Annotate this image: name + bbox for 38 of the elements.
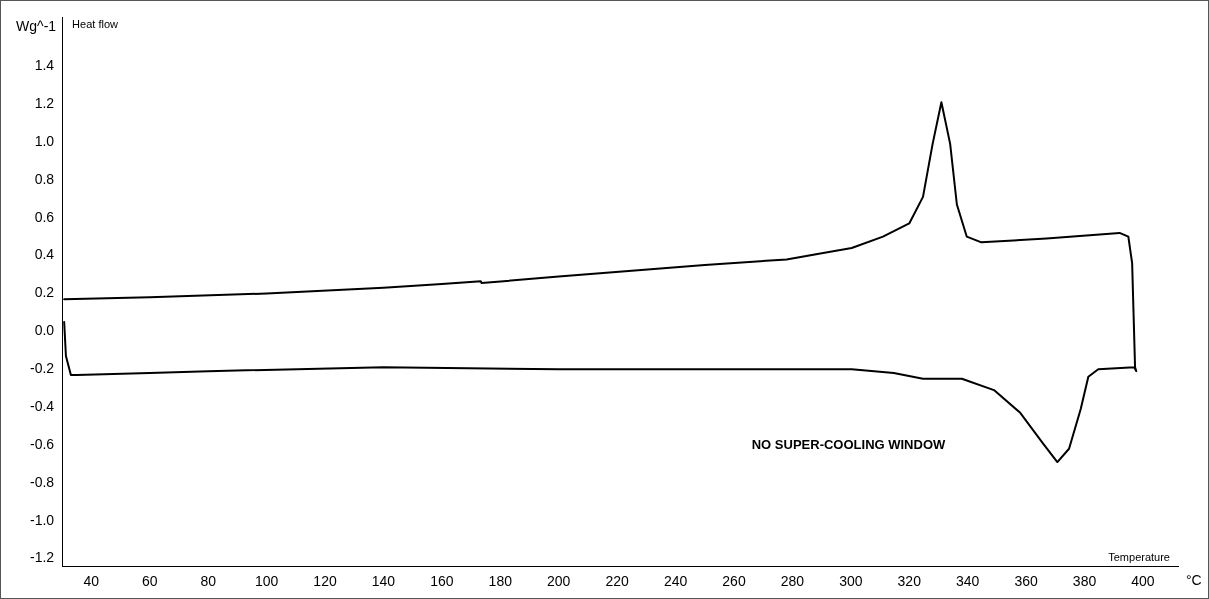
annotation: Heat flow — [72, 17, 119, 30]
x-tick-label: 200 — [547, 573, 571, 590]
x-tick-label: 220 — [605, 573, 630, 590]
x-tick-label: 360 — [1014, 573, 1038, 590]
x-tick-label: 100 — [254, 573, 279, 590]
y-tick-label: -0.8 — [30, 473, 55, 490]
y-tick-label: -0.4 — [30, 397, 55, 414]
y-tick-label: 0.2 — [34, 284, 55, 301]
x-tick-label: 160 — [430, 573, 454, 590]
y-tick-label: -1.2 — [30, 549, 55, 566]
y-tick-label: -0.6 — [30, 435, 55, 452]
x-tick-label: 60 — [141, 573, 158, 590]
x-tick-label: 120 — [313, 573, 337, 590]
y-tick-label: 0.6 — [34, 208, 55, 225]
x-tick-label: 40 — [83, 573, 100, 590]
x-tick-label: 340 — [956, 573, 980, 590]
x-tick-label: 320 — [897, 573, 922, 590]
x-tick-label: 140 — [371, 573, 396, 590]
x-tick-label: 260 — [722, 573, 746, 590]
y-tick-label: -0.2 — [30, 360, 55, 377]
y-axis-title: Wg^-1 — [16, 17, 57, 34]
annotation: NO SUPER-COOLING WINDOW — [751, 436, 947, 452]
y-tick-label: 1.0 — [34, 132, 55, 149]
x-tick-label: 300 — [839, 573, 863, 590]
y-tick-label: 0.0 — [34, 322, 55, 339]
text: °C — [1186, 572, 1202, 589]
y-tick-label: -1.0 — [30, 511, 55, 528]
x-tick-label: 280 — [780, 573, 805, 590]
y-tick-label: 1.4 — [34, 57, 55, 74]
x-tick-label: 380 — [1072, 573, 1097, 590]
x-axis-title: Temperature — [1108, 550, 1170, 563]
y-tick-label: 0.4 — [34, 246, 55, 263]
y-tick-label: 0.8 — [34, 170, 55, 187]
y-tick-label: 1.2 — [34, 94, 55, 111]
x-tick-label: 180 — [488, 573, 513, 590]
x-tick-label: 240 — [663, 573, 688, 590]
x-tick-label: 80 — [200, 573, 217, 590]
x-tick-label: 400 — [1131, 573, 1155, 590]
